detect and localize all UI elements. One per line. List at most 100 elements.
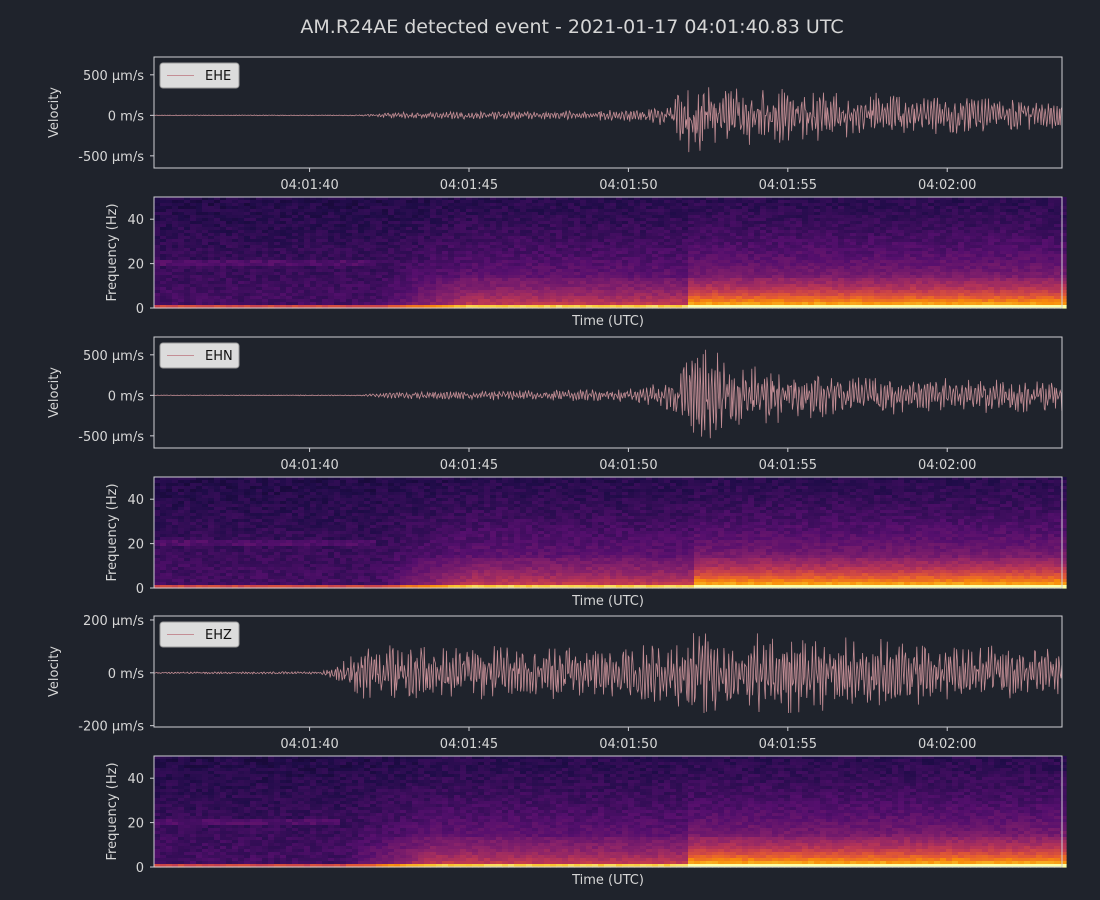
spectrogram-cell [208,287,215,291]
spectrogram-cell [868,275,875,279]
spectrogram-cell [514,266,521,270]
spectrogram-cell [676,224,683,228]
spectrogram-cell [814,245,821,249]
spectrogram-cell [904,293,911,297]
spectrogram-cell [544,305,551,309]
spectrogram-cell [796,287,803,291]
spectrogram-cell [364,290,371,294]
spectrogram-cell [628,284,635,288]
spectrogram-cell [550,257,557,261]
spectrogram-cell [868,257,875,261]
spectrogram-cell [688,269,695,273]
spectrogram-cell [550,260,557,264]
spectrogram-cell [424,302,431,306]
spectrogram-cell [202,293,209,297]
spectrogram-cell [484,299,491,303]
spectrogram-cell [832,236,839,240]
spectrogram-cell [622,284,629,288]
spectrogram-cell [322,302,329,306]
spectrogram-cell [940,302,947,306]
spectrogram-cell [208,266,215,270]
spectrogram-cell [490,287,497,291]
spectrogram-cell [712,269,719,273]
spectrogram-cell [646,206,653,210]
spectrogram-cell [364,293,371,297]
spectrogram-cell [196,296,203,300]
spectrogram-cell [280,242,287,246]
spectrogram-cell [484,215,491,219]
spectrogram-cell [256,260,263,264]
spectrogram-cell [598,293,605,297]
spectrogram-cell [334,290,341,294]
spectrogram-cell [934,224,941,228]
spectrogram-cell [562,290,569,294]
spectrogram-cell [718,221,725,225]
spectrogram-cell [196,203,203,207]
spectrogram-cell [244,269,251,273]
spectrogram-cell [766,221,773,225]
spectrogram-cell [286,200,293,204]
spectrogram-cell [436,305,443,309]
spectrogram-cell [820,242,827,246]
spectrogram-cell [682,227,689,231]
spectrogram-cell [478,206,485,210]
spectrogram-cell [238,233,245,237]
spectrogram-cell [874,248,881,252]
spectrogram-cell [658,215,665,219]
spectrogram-cell [802,266,809,270]
spectrogram-cell [334,209,341,213]
spectrogram-cell [760,293,767,297]
spectrogram-cell [646,239,653,243]
spectrogram-cell [802,200,809,204]
spectrogram-cell [838,275,845,279]
spectrogram-cell [700,281,707,285]
spectrogram-cell [340,299,347,303]
spectrogram-cell [268,203,275,207]
spectrogram-cell [718,218,725,222]
spectrogram-cell [160,266,167,270]
spectrogram-cell [232,299,239,303]
spectrogram-cell [358,290,365,294]
spectrogram-cell [484,305,491,309]
spectrogram-cell [892,290,899,294]
spectrogram-cell [280,206,287,210]
spectrogram-cell [166,284,173,288]
spectrogram-cell [550,230,557,234]
spectrogram-cell [628,302,635,306]
spectrogram-cell [622,233,629,237]
spectrogram-cell [196,230,203,234]
spectrogram-cell [250,272,257,276]
spectrogram-cell [526,239,533,243]
spectrogram-cell [754,302,761,306]
spectrogram-cell [712,296,719,300]
spectrogram-cell [952,218,959,222]
spectrogram-cell [670,302,677,306]
spectrogram-cell [748,221,755,225]
spectrogram-cell [472,245,479,249]
spectrogram-cell [484,239,491,243]
spectrogram-cell [280,266,287,270]
spectrogram-cell [562,257,569,261]
spectrogram-cell [184,248,191,252]
spectrogram-cell [880,209,887,213]
spectrogram-cell [304,251,311,255]
spectrogram-cell [622,212,629,216]
spectrogram-cell [262,245,269,249]
spectrogram-cell [376,200,383,204]
spectrogram-cell [610,227,617,231]
spectrogram-cell [670,260,677,264]
spectrogram-cell [550,299,557,303]
spectrogram-cell [178,287,185,291]
spectrogram-cell [208,248,215,252]
spectrogram-cell [370,197,377,201]
spectrogram-cell [478,224,485,228]
spectrogram-cell [526,257,533,261]
spectrogram-cell [664,251,671,255]
spectrogram-cell [172,218,179,222]
spectrogram-cell [820,218,827,222]
spectrogram-cell [904,218,911,222]
spectrogram-cell [904,233,911,237]
spectrogram-cell [286,272,293,276]
spectrogram-cell [616,236,623,240]
spectrogram-cell [388,299,395,303]
